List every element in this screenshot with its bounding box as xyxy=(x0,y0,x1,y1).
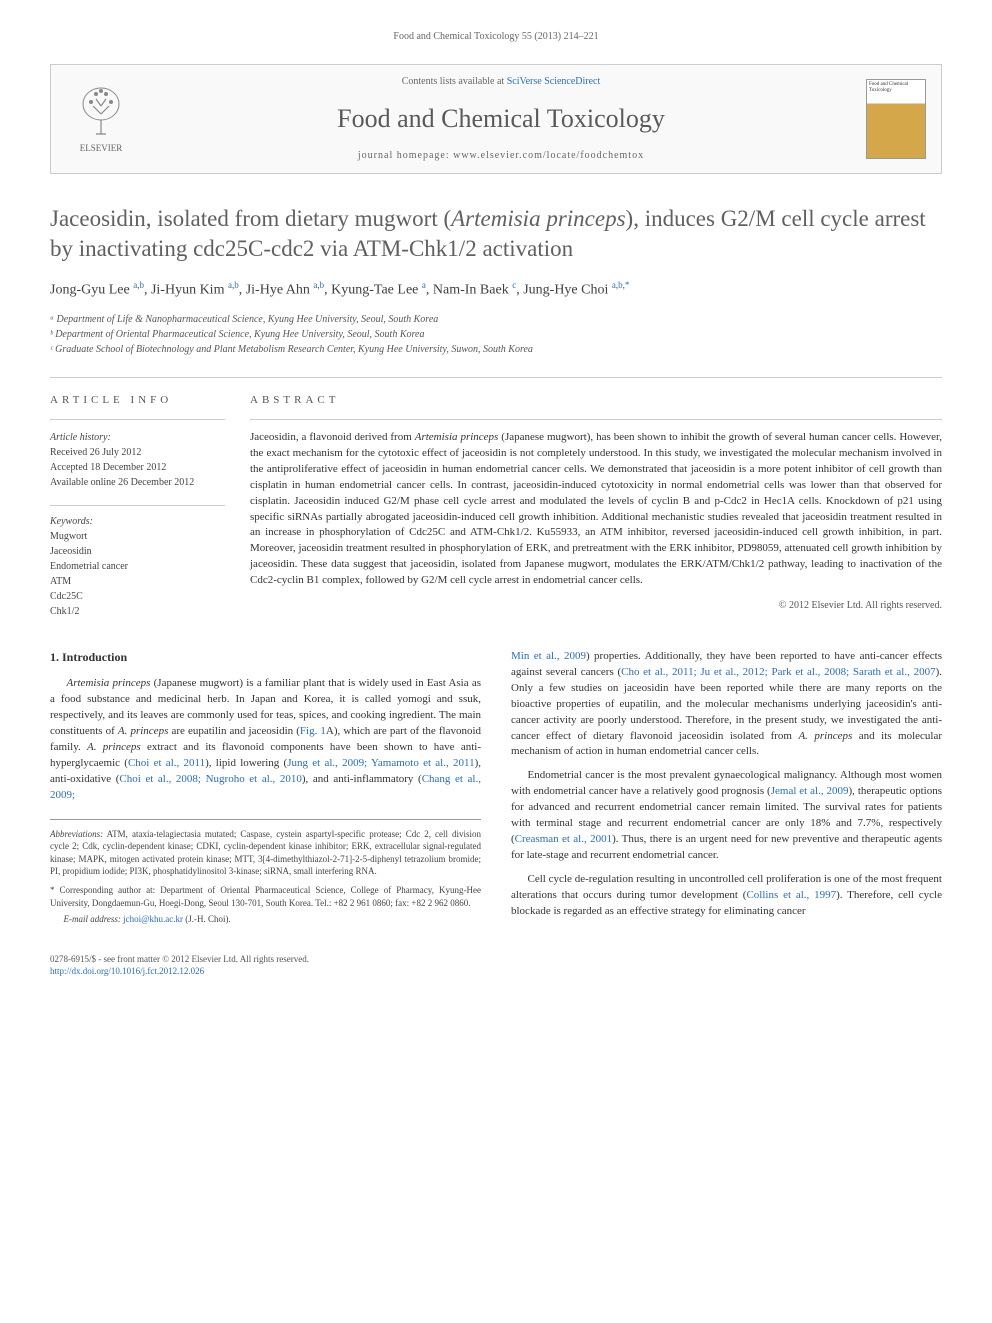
elsevier-logo: ELSEVIER xyxy=(66,79,136,159)
elsevier-tree-icon xyxy=(76,84,126,139)
contents-available-line: Contents lists available at SciVerse Sci… xyxy=(156,75,846,89)
email-footnote: E-mail address: jchoi@khu.ac.kr (J.-H. C… xyxy=(50,913,481,926)
keyword-item: Mugwort xyxy=(50,529,225,544)
issn-line: 0278-6915/$ - see front matter © 2012 El… xyxy=(50,953,942,966)
keywords-label: Keywords: xyxy=(50,514,225,529)
section-1-heading: 1. Introduction xyxy=(50,649,481,666)
contents-prefix: Contents lists available at xyxy=(402,76,507,87)
journal-cover-thumbnail: Food and Chemical Toxicology xyxy=(866,79,926,159)
abstract-heading: ABSTRACT xyxy=(250,393,942,419)
intro-para-4: Cell cycle de-regulation resulting in un… xyxy=(511,872,942,920)
keywords-block: Keywords: Mugwort Jaceosidin Endometrial… xyxy=(50,505,225,619)
journal-header-box: ELSEVIER Contents lists available at Sci… xyxy=(50,64,942,174)
authors-line: Jong-Gyu Lee a,b, Ji-Hyun Kim a,b, Ji-Hy… xyxy=(50,279,942,300)
history-online: Available online 26 December 2012 xyxy=(50,475,225,490)
corresponding-author-footnote: * Corresponding author at: Department of… xyxy=(50,884,481,909)
running-header: Food and Chemical Toxicology 55 (2013) 2… xyxy=(50,30,942,44)
abstract-copyright: © 2012 Elsevier Ltd. All rights reserved… xyxy=(250,599,942,613)
keyword-item: Cdc25C xyxy=(50,589,225,604)
cover-label: Food and Chemical Toxicology xyxy=(869,82,925,93)
intro-para-1: Artemisia princeps (Japanese mugwort) is… xyxy=(50,676,481,804)
keyword-item: ATM xyxy=(50,574,225,589)
keyword-item: Jaceosidin xyxy=(50,544,225,559)
left-column: 1. Introduction Artemisia princeps (Japa… xyxy=(50,649,481,928)
article-title: Jaceosidin, isolated from dietary mugwor… xyxy=(50,204,942,264)
affiliation-b: ᵇ Department of Oriental Pharmaceutical … xyxy=(50,327,942,342)
sciencedirect-link[interactable]: SciVerse ScienceDirect xyxy=(507,76,601,87)
abbreviations-footnote: Abbreviations: ATM, ataxia-telagiectasia… xyxy=(50,828,481,878)
intro-para-3: Endometrial cancer is the most prevalent… xyxy=(511,768,942,864)
footnote-block: Abbreviations: ATM, ataxia-telagiectasia… xyxy=(50,819,481,926)
article-info-column: ARTICLE INFO Article history: Received 2… xyxy=(50,393,250,618)
history-accepted: Accepted 18 December 2012 xyxy=(50,460,225,475)
history-received: Received 26 July 2012 xyxy=(50,445,225,460)
affiliation-c: ᶜ Graduate School of Biotechnology and P… xyxy=(50,342,942,357)
homepage-prefix: journal homepage: xyxy=(358,150,453,161)
doi-line: http://dx.doi.org/10.1016/j.fct.2012.12.… xyxy=(50,965,942,978)
article-info-heading: ARTICLE INFO xyxy=(50,393,225,419)
history-label: Article history: xyxy=(50,430,225,445)
abstract-text: Jaceosidin, a flavonoid derived from Art… xyxy=(250,430,942,589)
page-footer: 0278-6915/$ - see front matter © 2012 El… xyxy=(50,953,942,978)
affiliations-block: ᵃ Department of Life & Nanopharmaceutica… xyxy=(50,312,942,357)
keyword-item: Endometrial cancer xyxy=(50,559,225,574)
body-two-columns: 1. Introduction Artemisia princeps (Japa… xyxy=(50,649,942,928)
article-history-block: Article history: Received 26 July 2012 A… xyxy=(50,430,225,490)
journal-homepage-line: journal homepage: www.elsevier.com/locat… xyxy=(156,149,846,163)
journal-header-center: Contents lists available at SciVerse Sci… xyxy=(156,75,846,163)
intro-para-2: Min et al., 2009) properties. Additional… xyxy=(511,649,942,761)
homepage-url[interactable]: www.elsevier.com/locate/foodchemtox xyxy=(453,150,644,161)
keyword-item: Chk1/2 xyxy=(50,604,225,619)
right-column: Min et al., 2009) properties. Additional… xyxy=(511,649,942,928)
affiliation-a: ᵃ Department of Life & Nanopharmaceutica… xyxy=(50,312,942,327)
publisher-name: ELSEVIER xyxy=(80,142,123,155)
journal-name: Food and Chemical Toxicology xyxy=(156,101,846,137)
info-abstract-row: ARTICLE INFO Article history: Received 2… xyxy=(50,377,942,618)
abstract-column: ABSTRACT Jaceosidin, a flavonoid derived… xyxy=(250,393,942,618)
